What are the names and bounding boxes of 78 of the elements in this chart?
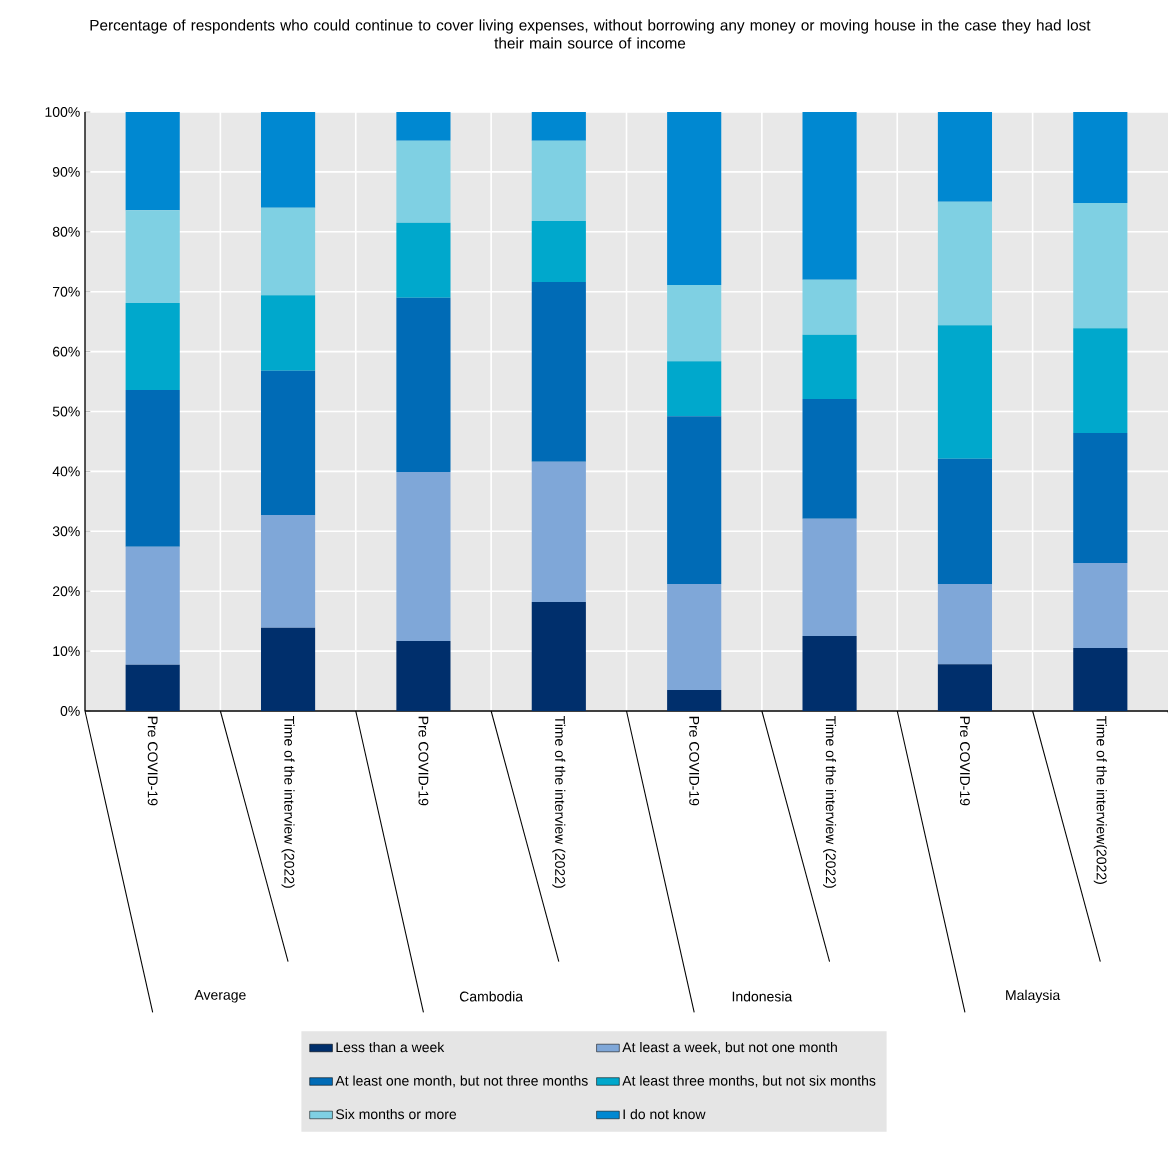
bar xyxy=(260,515,316,628)
bar xyxy=(531,461,586,602)
x-tick-label: Pre COVID-19 xyxy=(147,716,158,806)
y-tick-label: 50% xyxy=(52,406,80,417)
bar xyxy=(260,370,316,516)
text: Average xyxy=(194,990,246,1003)
bar xyxy=(531,111,586,141)
bar xyxy=(937,458,993,585)
legend-label: Six months or more xyxy=(336,1108,457,1120)
x-tick-label: Time of the interview (2022) xyxy=(552,716,566,888)
bar xyxy=(260,207,316,296)
y-tick-label: 10% xyxy=(53,646,80,657)
legend-label: At least one month, but not three months xyxy=(335,1075,588,1088)
bar xyxy=(937,325,993,459)
bar xyxy=(396,222,451,298)
bar xyxy=(802,279,857,335)
y-tick-label: 30% xyxy=(52,526,80,537)
bar xyxy=(531,282,586,462)
x-tick-label: Pre COVID-19 xyxy=(959,716,970,806)
legend-label: At least three months, but not six months xyxy=(622,1075,876,1088)
bar xyxy=(1073,433,1128,564)
bar xyxy=(531,601,586,711)
bar xyxy=(125,664,180,711)
bar xyxy=(667,111,722,286)
chart-title: Percentage of respondents who could continue to cover living expenses, without borrowing any money or moving house in the case they had lost their main source of income xyxy=(90,19,1091,49)
text: Cambodia xyxy=(459,991,524,1002)
text: Indonesia xyxy=(732,991,793,1002)
bar xyxy=(802,111,857,280)
y-tick-label: 20% xyxy=(52,586,80,597)
bar xyxy=(1073,563,1128,649)
bar xyxy=(937,201,993,326)
bar xyxy=(396,640,451,711)
bar xyxy=(667,361,722,417)
bar xyxy=(802,334,857,399)
bar xyxy=(260,295,316,371)
bar xyxy=(125,389,180,547)
bar xyxy=(125,303,180,390)
y-tick-label: 40% xyxy=(52,466,80,477)
x-tick-label: Pre COVID-19 xyxy=(689,716,700,806)
bar xyxy=(667,285,722,362)
bar xyxy=(802,398,857,519)
bar xyxy=(1073,203,1128,329)
bar xyxy=(667,690,722,711)
x-tick-label: Time of the interview (2022) xyxy=(823,716,837,888)
x-tick-label: Time of the interview(2022) xyxy=(1093,716,1107,884)
bar xyxy=(125,546,180,665)
y-tick-label: 90% xyxy=(52,166,80,177)
bar xyxy=(802,518,857,637)
bar xyxy=(1073,648,1128,711)
bar xyxy=(1073,328,1128,434)
bar xyxy=(531,140,586,222)
x-tick-label: Pre COVID-19 xyxy=(418,716,429,806)
y-tick-label: 0% xyxy=(60,706,80,716)
legend-label: I do not know xyxy=(623,1108,706,1120)
bar xyxy=(396,297,451,472)
y-tick-label: 100% xyxy=(45,107,80,117)
legend-label: Less than a week xyxy=(336,1041,445,1053)
y-tick-label: 60% xyxy=(52,346,80,357)
bar xyxy=(937,664,993,711)
x-tick-label: Time of the interview (2022) xyxy=(281,716,295,888)
bar xyxy=(125,111,180,211)
text: Malaysia xyxy=(1006,989,1061,1003)
bar xyxy=(1073,111,1128,204)
bar xyxy=(531,221,586,283)
bar xyxy=(396,111,451,141)
bar xyxy=(260,111,316,208)
y-tick-label: 70% xyxy=(52,286,80,297)
bar xyxy=(396,472,451,641)
bar xyxy=(667,584,722,691)
legend-label: At least a week, but not one month xyxy=(622,1041,837,1054)
bar xyxy=(937,584,993,665)
y-tick-label: 80% xyxy=(52,226,80,237)
bar xyxy=(937,111,993,202)
bar xyxy=(396,140,451,223)
bar xyxy=(260,627,316,711)
bar xyxy=(802,636,857,711)
bar xyxy=(125,210,180,304)
bar xyxy=(667,416,722,585)
